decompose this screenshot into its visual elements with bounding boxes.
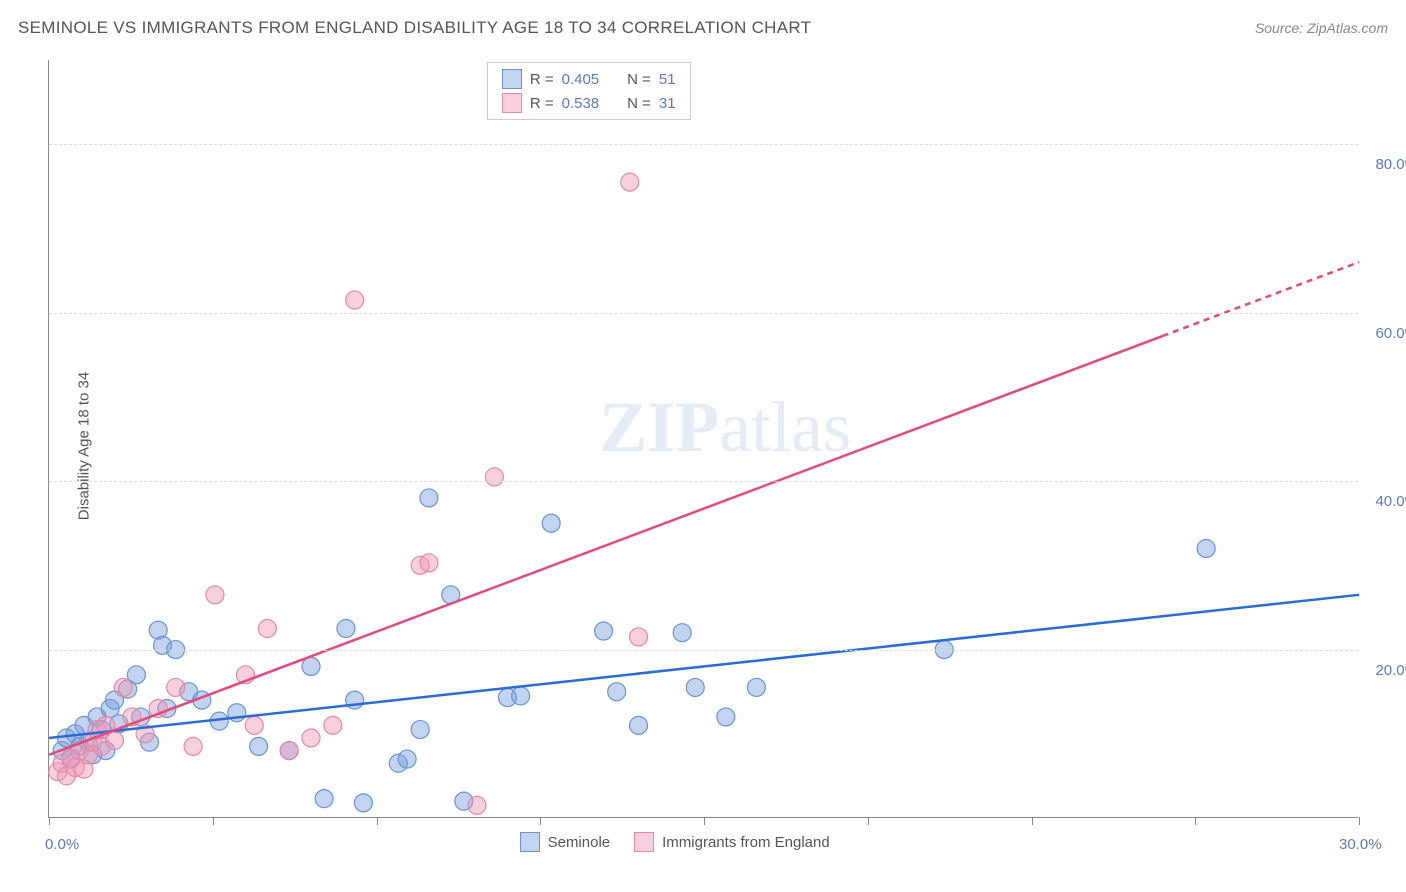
legend-swatch (502, 69, 522, 89)
data-point (315, 790, 333, 808)
data-point (630, 628, 648, 646)
data-point (485, 468, 503, 486)
data-point (468, 796, 486, 814)
plot-svg (49, 60, 1358, 817)
x-tick (704, 817, 705, 825)
r-value: 0.405 (562, 71, 600, 88)
data-point (398, 750, 416, 768)
data-point (686, 678, 704, 696)
n-label: N = (627, 95, 651, 112)
legend-row: R = 0.405 N = 51 (502, 69, 676, 89)
data-point (747, 678, 765, 696)
n-value: 31 (659, 95, 676, 112)
series-legend: Seminole Immigrants from England (520, 832, 830, 852)
chart-title: SEMINOLE VS IMMIGRANTS FROM ENGLAND DISA… (18, 18, 811, 38)
data-point (673, 624, 691, 642)
trend-line-extrapolated (1163, 262, 1360, 336)
x-tick (1195, 817, 1196, 825)
x-tick-label: 30.0% (1339, 836, 1382, 853)
data-point (206, 586, 224, 604)
x-tick (49, 817, 50, 825)
legend-swatch (502, 93, 522, 113)
legend-label: Immigrants from England (662, 834, 830, 851)
data-point (354, 794, 372, 812)
data-point (542, 514, 560, 532)
plot-area: ZIPatlas 20.0%40.0%60.0%80.0%0.0%30.0% (48, 60, 1358, 818)
data-point (114, 678, 132, 696)
trend-line (49, 336, 1163, 755)
data-point (512, 687, 530, 705)
data-point (420, 489, 438, 507)
data-point (1197, 539, 1215, 557)
data-point (302, 729, 320, 747)
legend-item: Immigrants from England (634, 832, 830, 852)
n-value: 51 (659, 71, 676, 88)
gridline (49, 313, 1358, 314)
x-tick-label: 0.0% (45, 836, 79, 853)
gridline (49, 144, 1358, 145)
data-point (245, 716, 263, 734)
x-tick (1032, 817, 1033, 825)
gridline (49, 481, 1358, 482)
n-label: N = (627, 71, 651, 88)
y-tick-label: 20.0% (1375, 662, 1406, 679)
data-point (250, 737, 268, 755)
data-point (184, 737, 202, 755)
x-tick (540, 817, 541, 825)
gridline (49, 650, 1358, 651)
r-value: 0.538 (562, 95, 600, 112)
x-tick (868, 817, 869, 825)
data-point (595, 622, 613, 640)
x-tick (1359, 817, 1360, 825)
source-attribution: Source: ZipAtlas.com (1255, 20, 1388, 36)
data-point (621, 173, 639, 191)
chart-container: SEMINOLE VS IMMIGRANTS FROM ENGLAND DISA… (0, 0, 1406, 892)
data-point (346, 291, 364, 309)
data-point (411, 721, 429, 739)
y-tick-label: 80.0% (1375, 156, 1406, 173)
correlation-legend: R = 0.405 N = 51 R = 0.538 N = 31 (487, 62, 691, 120)
x-tick (213, 817, 214, 825)
y-tick-label: 60.0% (1375, 325, 1406, 342)
data-point (420, 554, 438, 572)
data-point (280, 742, 298, 760)
r-label: R = (530, 71, 554, 88)
legend-row: R = 0.538 N = 31 (502, 93, 676, 113)
x-tick (377, 817, 378, 825)
data-point (324, 716, 342, 734)
data-point (302, 657, 320, 675)
data-point (608, 683, 626, 701)
data-point (167, 678, 185, 696)
legend-item: Seminole (520, 832, 611, 852)
r-label: R = (530, 95, 554, 112)
data-point (106, 732, 124, 750)
legend-label: Seminole (548, 834, 611, 851)
legend-swatch (634, 832, 654, 852)
data-point (717, 708, 735, 726)
title-bar: SEMINOLE VS IMMIGRANTS FROM ENGLAND DISA… (18, 18, 1388, 38)
data-point (630, 716, 648, 734)
legend-swatch (520, 832, 540, 852)
data-point (258, 620, 276, 638)
data-point (337, 620, 355, 638)
y-tick-label: 40.0% (1375, 493, 1406, 510)
